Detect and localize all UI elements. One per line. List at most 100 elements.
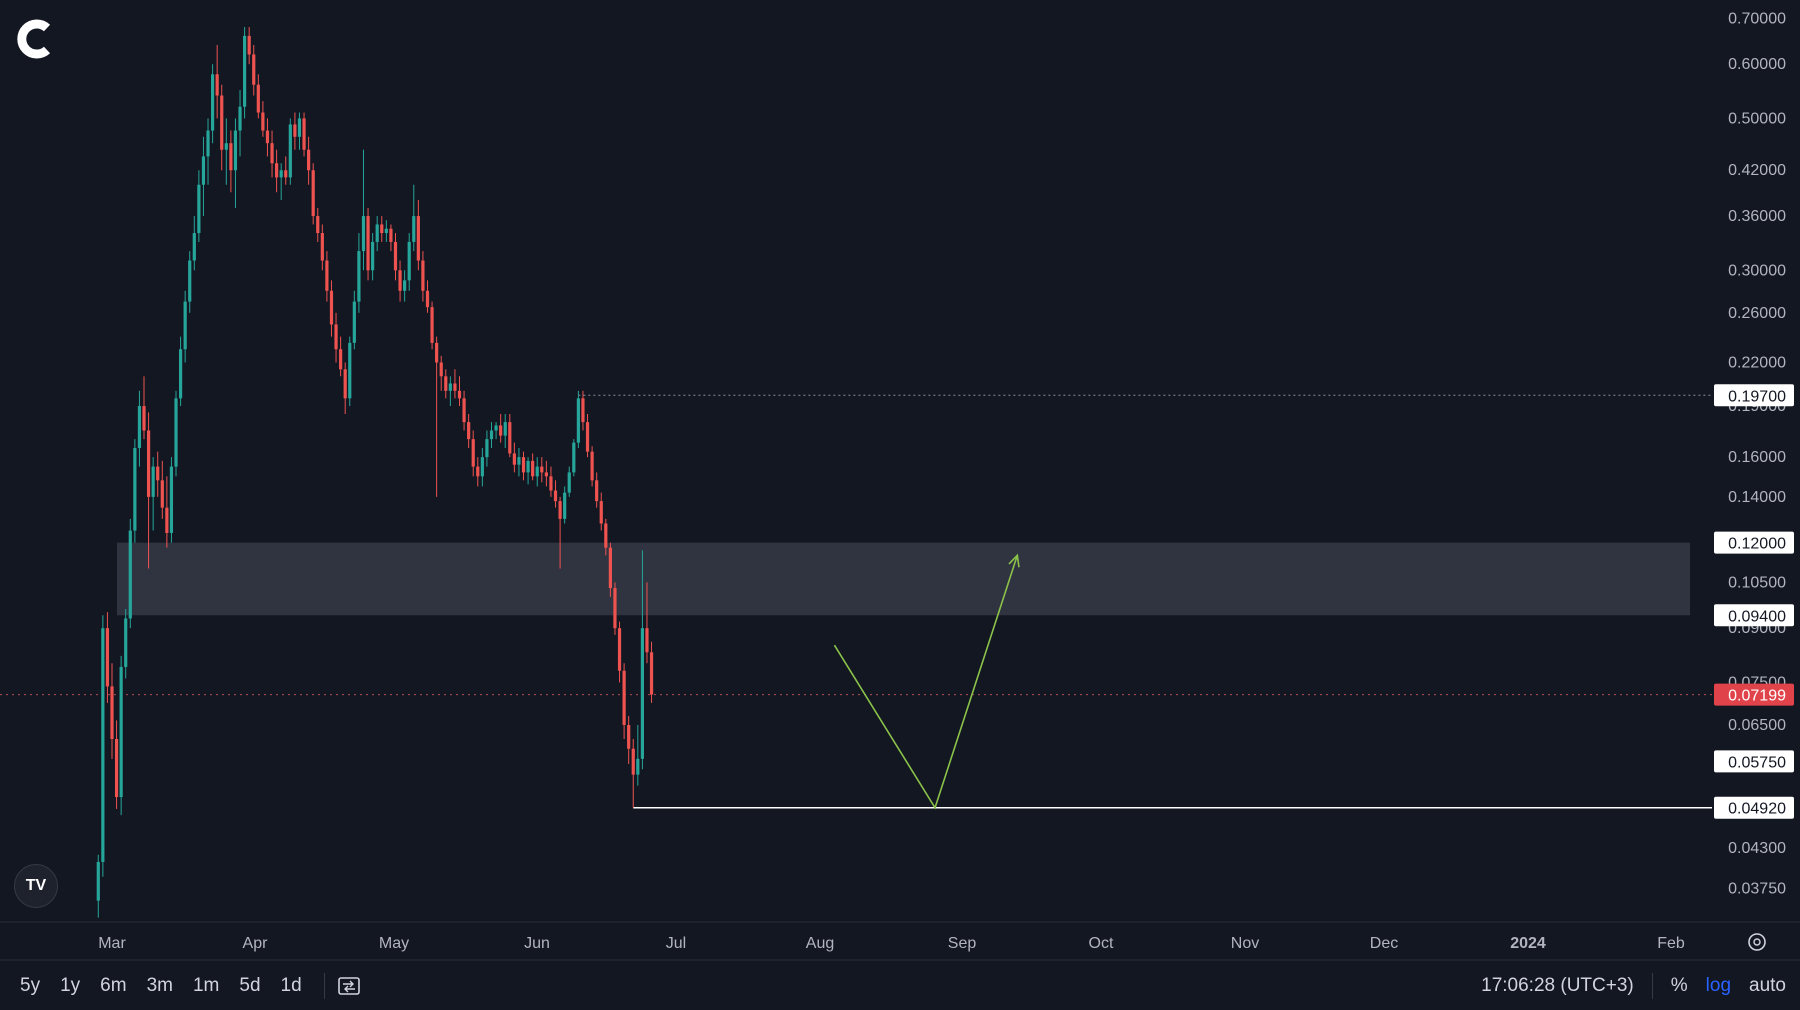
goto-date-icon[interactable] <box>337 975 361 997</box>
price-chart[interactable]: 0.70000 0.60000 0.50000 0.42000 0.36000 0.300… <box>0 0 1800 962</box>
candle-body <box>476 466 480 477</box>
candle-body <box>224 143 228 150</box>
y-tick-label: 0.22000 <box>1728 354 1786 371</box>
y-tick-label: 0.36000 <box>1728 208 1786 225</box>
range-1d-button[interactable]: 1d <box>280 975 302 996</box>
candle-body <box>503 422 507 436</box>
range-1m-button[interactable]: 1m <box>192 975 220 996</box>
bottom-toolbar: 5y 1y 6m 3m 1m 5d 1d 17:06:28 (UTC+3) % … <box>0 962 1800 1010</box>
candle-body <box>325 260 329 291</box>
range-6m-button[interactable]: 6m <box>100 975 127 996</box>
candle-body <box>581 398 585 423</box>
x-tick-label: 2024 <box>1510 935 1546 952</box>
candle-body <box>343 369 347 399</box>
y-tick-label: 0.26000 <box>1728 305 1786 322</box>
x-tick-label: Jul <box>666 935 686 952</box>
candle-body <box>188 260 192 302</box>
candle-body <box>229 143 233 171</box>
x-tick-label: May <box>379 935 409 952</box>
x-tick-label: Jun <box>524 935 550 952</box>
range-5y-button[interactable]: 5y <box>20 975 41 996</box>
brand-logo <box>14 18 56 60</box>
candle-body <box>114 738 119 798</box>
candle-body <box>599 501 603 524</box>
candle-body <box>494 425 498 431</box>
price-marker-label: 0.12000 <box>1728 536 1786 553</box>
auto-scale-toggle[interactable]: auto <box>1749 975 1786 996</box>
candle-body <box>151 466 155 497</box>
candle-body <box>275 163 279 178</box>
candle-body <box>613 588 617 629</box>
percent-scale-toggle[interactable]: % <box>1670 975 1688 996</box>
range-3m-button[interactable]: 3m <box>146 975 173 996</box>
candle-body <box>585 422 590 452</box>
toolbar-divider <box>323 973 325 999</box>
candle-body <box>521 457 526 473</box>
projection-arrowhead <box>1008 553 1020 568</box>
candle-body <box>640 628 644 759</box>
candle-body <box>270 143 274 164</box>
clock-readout[interactable]: 17:06:28 (UTC+3) <box>1481 975 1634 996</box>
toolbar-divider <box>1651 973 1653 999</box>
candle-body <box>384 228 388 234</box>
candle-body <box>412 216 416 242</box>
candle-body <box>398 270 402 291</box>
candle-body <box>421 260 425 291</box>
y-tick-label: 0.70000 <box>1728 10 1786 27</box>
projection-path <box>833 555 1019 810</box>
candle-body <box>535 466 539 477</box>
price-marker-label-bg <box>1714 750 1794 773</box>
candle-body <box>471 439 475 467</box>
x-tick-label: Feb <box>1657 935 1685 952</box>
candle-body <box>371 241 375 271</box>
price-marker-label: 0.05750 <box>1728 754 1786 771</box>
candle-body <box>435 342 439 363</box>
candle-body <box>279 170 283 178</box>
candle-body <box>549 476 553 491</box>
candle-body <box>334 324 338 350</box>
price-marker-label-bg <box>1714 531 1794 554</box>
candle-body <box>595 480 599 502</box>
candle-body <box>220 95 224 150</box>
candle-body <box>526 460 530 473</box>
candle-body <box>512 453 516 465</box>
y-tick-label: 0.10500 <box>1728 574 1786 591</box>
candle-body <box>531 460 535 477</box>
candle-body <box>165 507 169 533</box>
settings-gear-icon[interactable] <box>1748 933 1766 951</box>
candle-body <box>156 466 160 481</box>
range-5d-button[interactable]: 5d <box>239 975 261 996</box>
candle-body <box>242 35 247 107</box>
x-tick-label: Nov <box>1231 935 1259 952</box>
candle-body <box>110 686 114 739</box>
candle-body <box>311 170 315 217</box>
y-tick-label: 0.60000 <box>1728 56 1786 73</box>
candle-body <box>288 124 292 178</box>
candle-body <box>636 758 640 775</box>
candle-body <box>453 383 457 391</box>
log-scale-toggle[interactable]: log <box>1705 975 1732 996</box>
candle-body <box>201 156 206 185</box>
candle-body <box>238 106 242 131</box>
price-marker-label-bg <box>1714 604 1794 627</box>
range-1y-button[interactable]: 1y <box>60 975 81 996</box>
candle-body <box>608 547 612 589</box>
price-marker-label-bg <box>1714 384 1794 407</box>
x-tick-label: Mar <box>98 935 126 952</box>
candle-body <box>425 290 430 308</box>
candle-body <box>604 523 608 548</box>
candle-body <box>316 216 320 234</box>
x-tick-label: Sep <box>948 935 977 952</box>
candle-body <box>320 233 324 261</box>
candle-body <box>558 501 562 519</box>
candle-body <box>284 170 288 178</box>
y-tick-label: 0.06500 <box>1728 717 1786 734</box>
candle-body <box>348 342 352 399</box>
candle-body <box>617 628 622 671</box>
tradingview-logo-icon[interactable]: TV <box>14 864 58 908</box>
candle-body <box>197 184 201 234</box>
candle-body <box>137 406 142 448</box>
candle-body <box>366 216 370 271</box>
current-price-label: 0.07199 <box>1728 688 1786 705</box>
candle-body <box>119 666 123 798</box>
